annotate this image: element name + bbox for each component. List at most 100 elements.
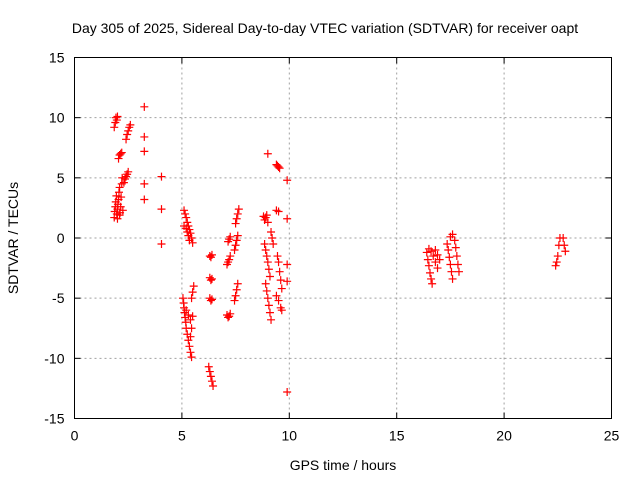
y-tick-label: 5 — [57, 170, 65, 186]
data-point — [188, 288, 197, 297]
data-point — [428, 279, 437, 288]
data-point — [277, 284, 286, 293]
data-point — [140, 102, 149, 111]
data-point — [182, 213, 191, 222]
data-point — [450, 236, 459, 245]
data-point — [187, 353, 196, 362]
data-point — [124, 167, 133, 176]
x-axis-label: GPS time / hours — [290, 457, 397, 473]
data-point — [140, 179, 149, 188]
grid — [74, 57, 612, 419]
data-point — [263, 218, 272, 227]
data-point — [273, 252, 282, 261]
data-point — [446, 260, 455, 269]
data-point — [140, 132, 149, 141]
data-point — [205, 367, 214, 376]
data-point — [182, 224, 191, 233]
data-point — [209, 382, 218, 391]
data-point — [269, 240, 278, 249]
data-point — [267, 227, 276, 236]
data-point — [561, 247, 570, 256]
data-point — [112, 116, 121, 125]
data-point — [115, 183, 124, 192]
chart-title: Day 305 of 2025, Sidereal Day-to-day VTE… — [72, 20, 578, 36]
data-point — [425, 268, 434, 277]
data-point — [427, 274, 436, 283]
data-point — [231, 219, 240, 228]
data-point — [272, 291, 281, 300]
data-point — [230, 246, 239, 255]
data-point — [140, 195, 149, 204]
data-point — [184, 231, 193, 240]
data-point — [283, 260, 292, 269]
data-point — [560, 241, 569, 250]
data-points — [110, 102, 570, 397]
data-point — [451, 243, 460, 252]
data-point — [207, 274, 216, 283]
x-tick-label: 25 — [604, 428, 620, 444]
data-point — [264, 265, 273, 274]
data-point — [189, 282, 198, 291]
axis-ticks: 0 5 10 15 20 25 -15 -10 -5 0 5 10 15 — [44, 50, 619, 444]
data-point — [233, 209, 242, 218]
data-point — [435, 255, 444, 264]
data-point — [453, 260, 462, 269]
data-point — [226, 232, 235, 241]
data-point — [232, 236, 241, 245]
data-point — [454, 267, 463, 276]
y-tick-label: -5 — [52, 290, 65, 306]
data-point — [226, 309, 235, 318]
data-point — [110, 123, 119, 132]
data-point — [157, 172, 166, 181]
data-point — [187, 324, 196, 333]
data-point — [263, 294, 272, 303]
data-point — [204, 362, 213, 371]
data-point — [119, 178, 128, 187]
data-point — [113, 112, 122, 121]
data-point — [283, 277, 292, 286]
data-point — [261, 246, 270, 255]
y-axis-label: SDTVAR / TECUs — [5, 182, 21, 294]
data-point — [263, 149, 272, 158]
data-point — [184, 311, 193, 320]
data-point — [275, 164, 284, 173]
data-point — [188, 312, 197, 321]
data-point — [431, 246, 440, 255]
data-point — [276, 276, 285, 285]
data-point — [427, 247, 436, 256]
data-point — [452, 252, 461, 261]
data-point — [230, 296, 239, 305]
data-point — [275, 267, 284, 276]
data-point — [444, 246, 453, 255]
data-point — [187, 294, 196, 303]
data-point — [433, 264, 442, 273]
data-point — [424, 261, 433, 270]
data-point — [122, 135, 131, 144]
x-tick-label: 0 — [71, 428, 79, 444]
data-point — [260, 240, 269, 249]
data-point — [265, 308, 274, 317]
data-point — [206, 296, 215, 305]
data-point — [231, 291, 240, 300]
data-point — [559, 234, 568, 242]
data-point — [447, 267, 456, 276]
data-point — [262, 286, 271, 295]
data-point — [553, 252, 562, 261]
data-point — [443, 240, 452, 249]
data-point — [117, 193, 126, 202]
data-point — [123, 130, 132, 139]
data-point — [232, 214, 241, 223]
data-point — [186, 332, 195, 341]
data-point — [116, 149, 125, 158]
data-point — [157, 240, 166, 249]
data-point — [265, 272, 274, 281]
data-point — [272, 206, 281, 215]
data-point — [268, 234, 277, 242]
data-point — [226, 252, 235, 261]
data-point — [283, 214, 292, 223]
data-point — [181, 209, 190, 218]
data-point — [274, 258, 283, 267]
data-point — [234, 205, 243, 214]
